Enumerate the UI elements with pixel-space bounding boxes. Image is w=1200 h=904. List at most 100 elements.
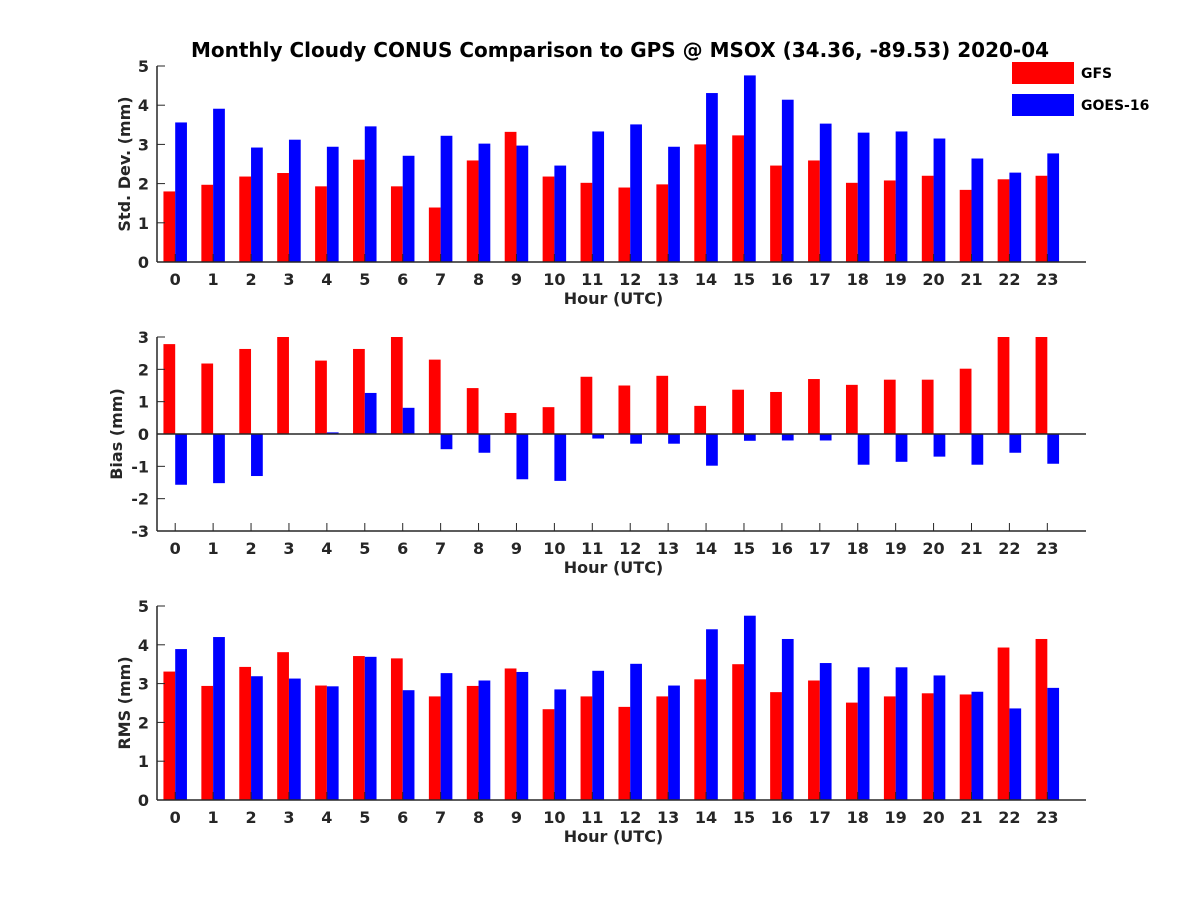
x-tick-label: 9 [511, 270, 522, 289]
bar-goes-16-10 [554, 689, 567, 800]
bar-gfs-11 [580, 696, 593, 800]
bar-goes-16-2 [251, 676, 263, 800]
bar-goes-16-23 [1047, 434, 1060, 464]
bar-goes-16-21 [971, 691, 984, 800]
bar-goes-16-15 [743, 434, 756, 441]
y-tick-label: 2 [138, 713, 149, 732]
x-tick-label: 17 [809, 539, 831, 558]
x-tick-label: 10 [543, 808, 565, 827]
x-tick-label: 13 [657, 539, 679, 558]
bar-gfs-16 [770, 692, 782, 800]
x-tick-label: 17 [809, 270, 831, 289]
bar-goes-16-17 [819, 434, 832, 441]
bar-gfs-6 [390, 337, 403, 434]
y-tick-label: 0 [138, 425, 149, 444]
bar-gfs-12 [618, 187, 631, 262]
x-tick-label: 19 [885, 539, 907, 558]
x-axis-label: Hour (UTC) [564, 558, 664, 577]
x-tick-label: 6 [397, 808, 408, 827]
bar-goes-16-7 [440, 673, 453, 800]
bar-goes-16-13 [668, 146, 680, 262]
bar-gfs-10 [542, 176, 555, 262]
bar-goes-16-18 [857, 667, 870, 800]
y-axis-label: Bias (mm) [107, 388, 126, 480]
x-tick-label: 13 [657, 270, 679, 289]
y-tick-label: 3 [138, 328, 149, 347]
x-tick-label: 9 [511, 539, 522, 558]
x-tick-label: 7 [435, 270, 446, 289]
y-tick-label: 2 [138, 360, 149, 379]
bar-gfs-11 [580, 182, 593, 262]
x-tick-label: 5 [359, 270, 370, 289]
bar-gfs-4 [315, 685, 327, 800]
bar-gfs-8 [466, 160, 479, 262]
x-tick-label: 0 [170, 539, 181, 558]
bar-gfs-20 [921, 175, 934, 262]
x-tick-label: 1 [208, 808, 219, 827]
x-tick-label: 19 [885, 270, 907, 289]
x-tick-label: 4 [321, 539, 332, 558]
x-tick-label: 18 [847, 808, 869, 827]
x-tick-label: 14 [695, 808, 717, 827]
x-tick-label: 7 [435, 539, 446, 558]
x-tick-label: 15 [733, 539, 755, 558]
bar-gfs-16 [770, 391, 782, 434]
bar-goes-16-4 [326, 432, 339, 434]
x-tick-label: 18 [847, 539, 869, 558]
x-tick-label: 1 [208, 270, 219, 289]
bar-goes-16-9 [516, 434, 529, 480]
x-tick-label: 2 [245, 808, 256, 827]
x-tick-label: 8 [473, 270, 484, 289]
y-tick-label: 3 [138, 675, 149, 694]
bar-goes-16-5 [364, 656, 377, 800]
bar-gfs-3 [277, 173, 289, 262]
x-tick-label: 3 [283, 808, 294, 827]
x-tick-label: 8 [473, 808, 484, 827]
bar-gfs-20 [921, 379, 934, 434]
bar-gfs-15 [732, 135, 744, 262]
y-tick-label: 1 [138, 393, 149, 412]
bar-gfs-5 [353, 656, 365, 800]
bar-goes-16-17 [819, 663, 832, 800]
bar-goes-16-5 [364, 392, 377, 434]
bar-goes-16-18 [857, 434, 870, 465]
x-tick-label: 9 [511, 808, 522, 827]
bar-goes-16-14 [706, 629, 718, 800]
bar-goes-16-18 [857, 132, 870, 262]
x-tick-label: 6 [397, 539, 408, 558]
y-tick-label: 1 [138, 752, 149, 771]
x-tick-label: 12 [619, 808, 641, 827]
legend-swatch-goes-16 [1012, 94, 1074, 116]
bar-gfs-15 [732, 664, 744, 800]
bar-gfs-2 [239, 348, 252, 434]
y-tick-label: -1 [131, 457, 149, 476]
bar-goes-16-7 [440, 434, 453, 450]
bar-gfs-21 [959, 189, 972, 262]
x-tick-label: 21 [960, 539, 982, 558]
x-tick-label: 19 [885, 808, 907, 827]
bar-gfs-21 [959, 694, 972, 800]
bar-gfs-9 [504, 668, 517, 800]
y-tick-label: 3 [138, 135, 149, 154]
bar-goes-16-8 [478, 434, 491, 453]
y-axis-label: Std. Dev. (mm) [115, 96, 134, 231]
x-tick-label: 13 [657, 808, 679, 827]
x-tick-label: 8 [473, 539, 484, 558]
bar-goes-16-1 [213, 108, 225, 262]
x-tick-label: 20 [922, 270, 944, 289]
x-tick-label: 18 [847, 270, 869, 289]
x-axis-label: Hour (UTC) [564, 289, 664, 308]
bar-goes-16-2 [251, 434, 263, 477]
x-tick-label: 7 [435, 808, 446, 827]
y-tick-label: 1 [138, 214, 149, 233]
x-tick-label: 2 [245, 539, 256, 558]
bar-gfs-7 [428, 359, 441, 434]
x-tick-label: 21 [960, 808, 982, 827]
x-tick-label: 23 [1036, 539, 1058, 558]
bar-gfs-13 [656, 696, 669, 800]
bar-goes-16-1 [213, 637, 225, 800]
bar-gfs-0 [163, 671, 176, 800]
bar-gfs-21 [959, 368, 972, 434]
bar-gfs-17 [808, 680, 820, 800]
bar-goes-16-8 [478, 680, 491, 800]
